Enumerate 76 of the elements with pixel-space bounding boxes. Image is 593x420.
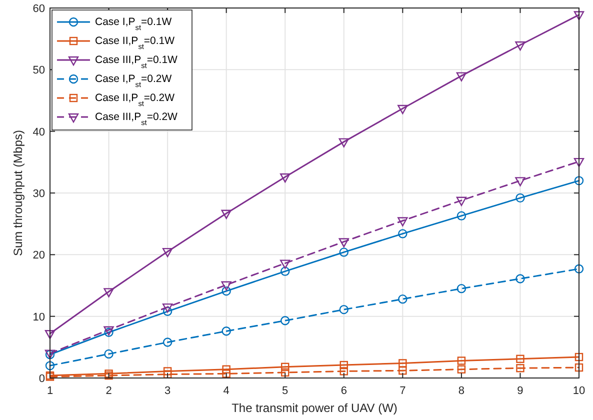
point <box>515 177 526 186</box>
legend-label: Case I,P$_{st}$=0.1W <box>95 16 172 32</box>
point <box>456 284 466 294</box>
legend-label: Case III,P$_{st}$=0.2W <box>95 111 178 126</box>
x-tick-label: 9 <box>517 385 524 397</box>
point <box>398 294 408 304</box>
point <box>456 196 467 206</box>
point <box>457 356 466 365</box>
point <box>340 360 348 370</box>
y-tick-label: 40 <box>32 126 45 138</box>
x-tick-label: 5 <box>282 385 288 397</box>
point <box>340 367 348 376</box>
point <box>281 368 290 377</box>
point <box>339 304 348 314</box>
point <box>398 366 407 375</box>
y-tick-label: 10 <box>32 311 45 324</box>
point <box>516 193 525 203</box>
point <box>574 352 584 362</box>
y-tick-label: 0 <box>38 373 45 385</box>
point <box>516 274 525 284</box>
point <box>44 330 56 340</box>
x-axis-title: The transmit power of UAV (W) <box>232 401 398 415</box>
x-tick-label: 8 <box>458 385 465 397</box>
point <box>222 286 231 296</box>
point <box>280 266 290 276</box>
x-tick-label: 6 <box>340 385 347 397</box>
x-tick-label: 7 <box>400 385 406 397</box>
y-tick-label: 60 <box>32 3 45 15</box>
point <box>104 371 113 380</box>
point <box>515 41 526 51</box>
point <box>456 211 466 220</box>
point <box>398 229 408 238</box>
legend-label: Case II,P$_{st}$=0.2W <box>95 92 175 108</box>
point <box>574 11 584 20</box>
y-tick-label: 20 <box>32 250 45 262</box>
y-axis-title: Sum throughput (Mbps) <box>11 130 25 256</box>
point <box>398 217 408 226</box>
point <box>457 365 466 374</box>
point <box>574 158 584 168</box>
legend-label: Case I,P$_{st}$=0.2W <box>95 73 172 88</box>
point <box>222 326 231 336</box>
x-tick-label: 3 <box>164 385 171 397</box>
point <box>162 248 173 258</box>
x-tick-label: 1 <box>46 385 54 397</box>
point <box>163 367 172 376</box>
x-tick-label: 4 <box>223 385 230 397</box>
legend-label: Case III,P$_{st}$=0.1W <box>95 54 178 70</box>
point <box>221 281 232 290</box>
point <box>280 173 290 183</box>
point <box>280 260 290 269</box>
legend-label: Case II,P$_{st}$=0.1W <box>95 35 175 50</box>
point <box>104 288 114 298</box>
point <box>516 364 524 372</box>
point <box>222 365 230 374</box>
point <box>338 238 349 248</box>
point <box>574 264 584 274</box>
x-tick-label: 10 <box>572 385 586 397</box>
point <box>398 359 407 368</box>
point <box>104 349 114 359</box>
point <box>162 303 173 313</box>
point <box>162 338 172 347</box>
point <box>339 248 348 257</box>
point <box>574 363 584 372</box>
point <box>280 316 290 326</box>
point <box>221 210 232 219</box>
y-tick-label: 50 <box>32 64 45 77</box>
point <box>516 354 524 363</box>
y-tick-label: 30 <box>32 188 45 200</box>
point <box>574 176 584 186</box>
x-tick-label: 2 <box>106 385 112 397</box>
point <box>162 306 172 316</box>
point <box>456 72 467 82</box>
point <box>281 362 290 371</box>
point <box>398 104 408 114</box>
point <box>338 138 349 148</box>
point <box>45 361 55 370</box>
